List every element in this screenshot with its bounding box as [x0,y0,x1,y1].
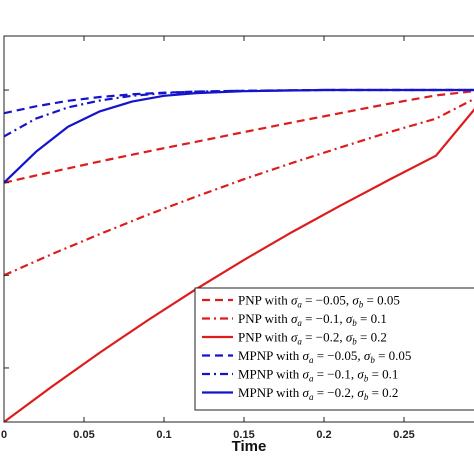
series-line-1 [3,90,474,184]
series-line-6 [3,88,474,184]
legend-label-2: PNP with σa = −0.1, σb = 0.1 [238,311,387,328]
x-tick-label: 0 [1,429,7,441]
ticks-layer: 0 0.05 0.1 0.15 0.2 0.25 [1,36,415,441]
x-tick-label: 0.2 [316,429,331,441]
legend-label-5: MPNP with σa = −0.1, σb = 0.1 [238,367,398,384]
x-tick-label: 0.15 [233,429,254,441]
x-tick-label: 0.1 [156,429,171,441]
legend-label-6: MPNP with σa = −0.2, σb = 0.2 [238,385,398,402]
legend-label-1: PNP with σa = −0.05, σb = 0.05 [238,293,400,310]
x-tick-label: 0.25 [393,429,414,441]
series-layer [3,88,474,423]
x-axis-title: Time [232,438,267,455]
series-line-2 [3,97,474,277]
x-tick-label: 0.05 [73,429,94,441]
legend-label-3: PNP with σa = −0.2, σb = 0.2 [238,330,387,347]
legend-box [194,287,474,411]
legend-label-4: MPNP with σa = −0.05, σb = 0.05 [238,348,411,365]
series-line-3 [3,108,474,423]
